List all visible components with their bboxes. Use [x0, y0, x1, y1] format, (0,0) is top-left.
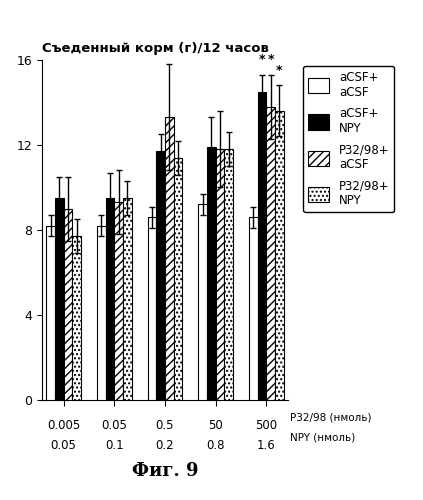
Text: 0.8: 0.8 — [206, 439, 225, 452]
Text: 500: 500 — [255, 419, 277, 432]
Text: 1.6: 1.6 — [257, 439, 276, 452]
Bar — [216, 149, 224, 400]
Text: *: * — [267, 54, 274, 66]
Bar — [173, 158, 182, 400]
Text: Съеденный корм (г)/12 часов: Съеденный корм (г)/12 часов — [42, 42, 269, 54]
Text: 0.2: 0.2 — [156, 439, 174, 452]
Text: 0.05: 0.05 — [102, 419, 127, 432]
Text: *: * — [276, 64, 283, 77]
Bar — [106, 198, 114, 400]
Text: 0.1: 0.1 — [105, 439, 124, 452]
Bar — [55, 198, 63, 400]
Bar — [123, 198, 132, 400]
Bar — [114, 202, 123, 400]
Bar — [157, 152, 165, 400]
Bar — [266, 106, 275, 400]
Bar — [258, 92, 266, 400]
Bar — [207, 147, 216, 400]
Text: P32/98 (нмоль): P32/98 (нмоль) — [290, 412, 371, 422]
Bar — [72, 236, 81, 400]
Text: 0.5: 0.5 — [156, 419, 174, 432]
Bar — [275, 111, 283, 400]
Text: 0.05: 0.05 — [51, 439, 77, 452]
Text: NPY (нмоль): NPY (нмоль) — [290, 432, 355, 442]
Bar — [47, 226, 55, 400]
Bar — [165, 118, 173, 400]
Text: *: * — [259, 54, 265, 66]
Bar — [198, 204, 207, 400]
Bar — [148, 217, 157, 400]
Text: Фиг. 9: Фиг. 9 — [132, 462, 198, 480]
Bar — [224, 149, 233, 400]
Text: 50: 50 — [208, 419, 223, 432]
Bar — [97, 226, 106, 400]
Bar — [63, 209, 72, 400]
Text: 0.005: 0.005 — [47, 419, 80, 432]
Bar — [249, 217, 258, 400]
Legend: aCSF+
aCSF, aCSF+
NPY, P32/98+
aCSF, P32/98+
NPY: aCSF+ aCSF, aCSF+ NPY, P32/98+ aCSF, P32… — [303, 66, 394, 212]
